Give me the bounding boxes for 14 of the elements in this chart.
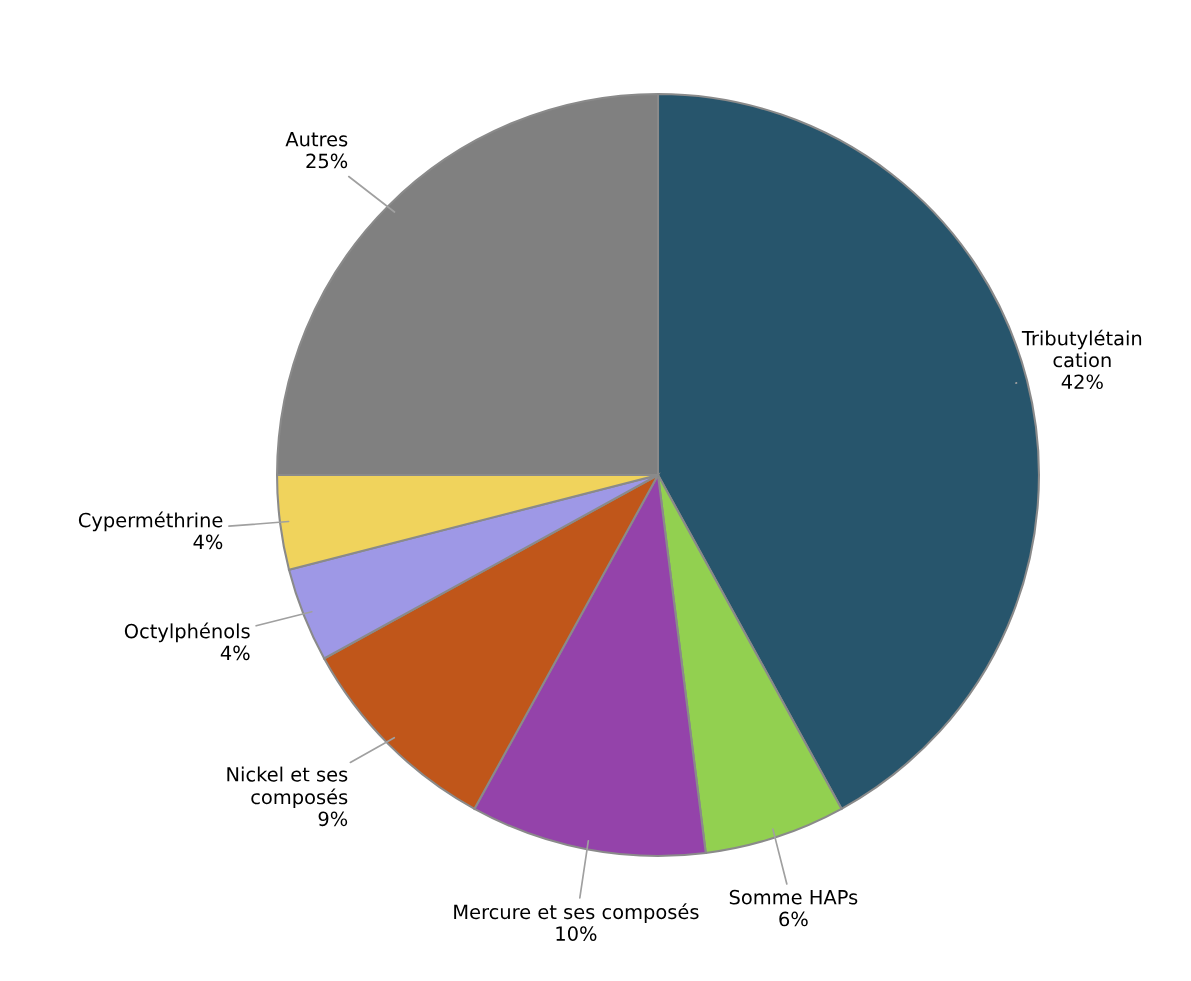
- slice-label: Autres: [285, 132, 348, 147]
- slice-label: Mercure et ses composés: [454, 903, 699, 923]
- slice-label: Nickel et ses composés: [227, 766, 348, 809]
- data-label: 10%: [556, 926, 597, 941]
- data-label: 9%: [318, 811, 348, 827]
- slice-label: Tributylétain cation: [1021, 329, 1142, 368]
- data-label: 42%: [1061, 374, 1103, 390]
- data-label: 4%: [193, 534, 223, 550]
- data-label: 25%: [306, 153, 348, 169]
- data-label: 4%: [220, 645, 250, 661]
- slice-label: Octylphénols: [124, 622, 250, 643]
- slice-label: Somme HAPs: [729, 889, 858, 905]
- data-label: 6%: [779, 911, 808, 927]
- slice-label: Cyperméthrine: [78, 511, 223, 532]
